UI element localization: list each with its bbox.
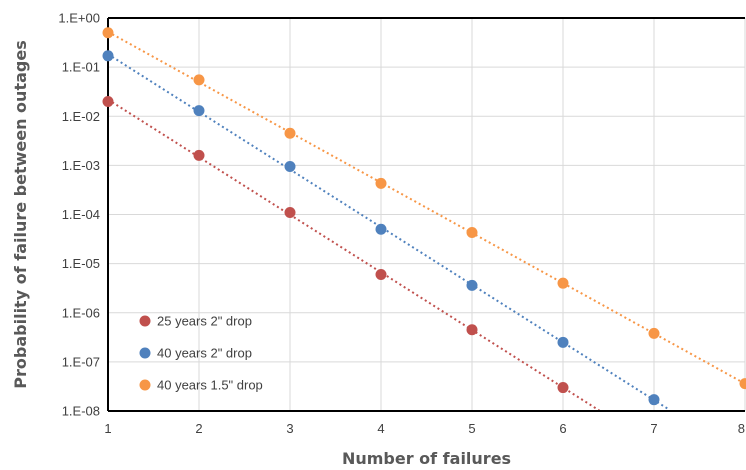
x-tick-label: 7 (650, 421, 657, 436)
data-point (557, 277, 569, 289)
data-point (284, 127, 296, 139)
data-point (648, 394, 660, 406)
x-tick-label: 3 (286, 421, 293, 436)
data-point (193, 74, 205, 86)
y-tick-label: 1.E-04 (62, 207, 100, 222)
data-point (284, 160, 296, 172)
y-tick-label: 1.E-07 (62, 354, 100, 369)
data-point (739, 378, 746, 390)
gridlines (108, 18, 746, 411)
trendline (107, 30, 746, 385)
data-point (375, 223, 387, 235)
data-point (102, 50, 114, 62)
y-tick-label: 1.E-08 (62, 404, 100, 419)
legend: 25 years 2" drop 40 years 2" drop 40 years… (139, 314, 263, 393)
y-tick-label: 1.E-02 (62, 109, 100, 124)
y-axis-title: Probability of failure between outages (11, 40, 30, 388)
data-point (375, 269, 387, 281)
y-tick-label: 1.E-05 (62, 256, 100, 271)
x-tick-label: 1 (104, 421, 111, 436)
legend-marker (139, 347, 151, 359)
data-point (557, 336, 569, 348)
x-tick-label: 4 (377, 421, 384, 436)
x-axis-title: Number of failures (342, 449, 511, 468)
data-point (284, 206, 296, 218)
data-point (648, 327, 660, 339)
x-tick-label: 6 (559, 421, 566, 436)
legend-marker (139, 315, 151, 327)
x-tick-labels: 1 2 3 4 5 6 7 8 (104, 421, 745, 436)
data-points (102, 27, 746, 406)
y-tick-label: 1.E+00 (58, 11, 100, 26)
data-point (102, 27, 114, 39)
legend-marker (139, 379, 151, 391)
legend-label: 25 years 2" drop (157, 314, 252, 329)
data-point (466, 227, 478, 239)
trendline (107, 98, 600, 412)
data-point (466, 324, 478, 336)
data-point (557, 382, 569, 394)
data-point (193, 105, 205, 117)
x-tick-label: 2 (195, 421, 202, 436)
y-tick-labels: 1.E+00 1.E-01 1.E-02 1.E-03 1.E-04 1.E-05 1.E-… (58, 11, 100, 419)
axes (107, 17, 745, 412)
y-tick-label: 1.E-03 (62, 158, 100, 173)
x-tick-label: 8 (738, 421, 745, 436)
y-tick-label: 1.E-01 (62, 60, 100, 75)
data-point (102, 95, 114, 107)
data-point (375, 177, 387, 189)
data-point (466, 279, 478, 291)
legend-label: 40 years 1.5" drop (157, 378, 263, 393)
x-tick-label: 5 (468, 421, 475, 436)
legend-label: 40 years 2" drop (157, 346, 252, 361)
data-point (193, 149, 205, 161)
y-tick-label: 1.E-06 (62, 305, 100, 320)
